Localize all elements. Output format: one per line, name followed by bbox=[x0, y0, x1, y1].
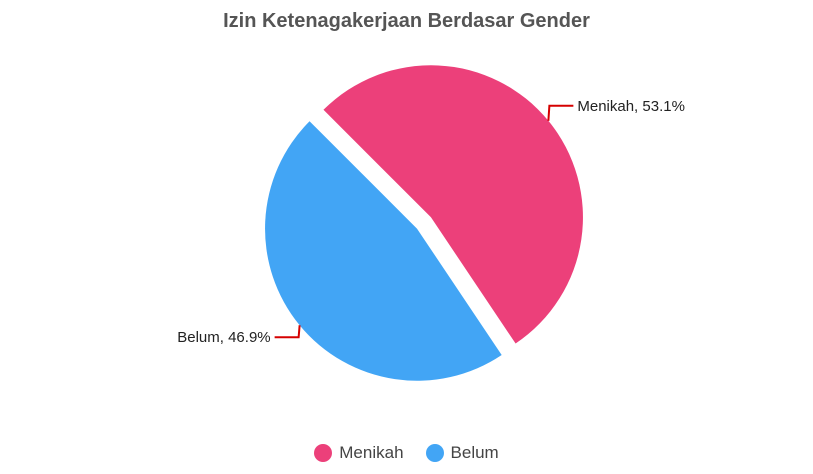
legend-label-menikah: Menikah bbox=[339, 443, 404, 462]
slice-label-menikah: Menikah, 53.1% bbox=[577, 98, 685, 115]
legend-swatch-belum bbox=[425, 444, 444, 462]
leader-line-menikah bbox=[547, 104, 574, 121]
pie-slice-menikah[interactable] bbox=[323, 65, 583, 344]
legend-item-belum[interactable]: Belum bbox=[425, 443, 499, 463]
legend: Menikah Belum bbox=[0, 443, 813, 463]
pie-slice-belum[interactable] bbox=[265, 121, 502, 381]
slice-label-belum: Belum, 46.9% bbox=[177, 329, 270, 346]
legend-item-menikah[interactable]: Menikah bbox=[314, 443, 404, 463]
leader-line-belum bbox=[274, 325, 301, 339]
legend-swatch-menikah bbox=[314, 444, 333, 462]
chart-title: Izin Ketenagakerjaan Berdasar Gender bbox=[223, 10, 590, 32]
legend-label-belum: Belum bbox=[450, 443, 499, 462]
